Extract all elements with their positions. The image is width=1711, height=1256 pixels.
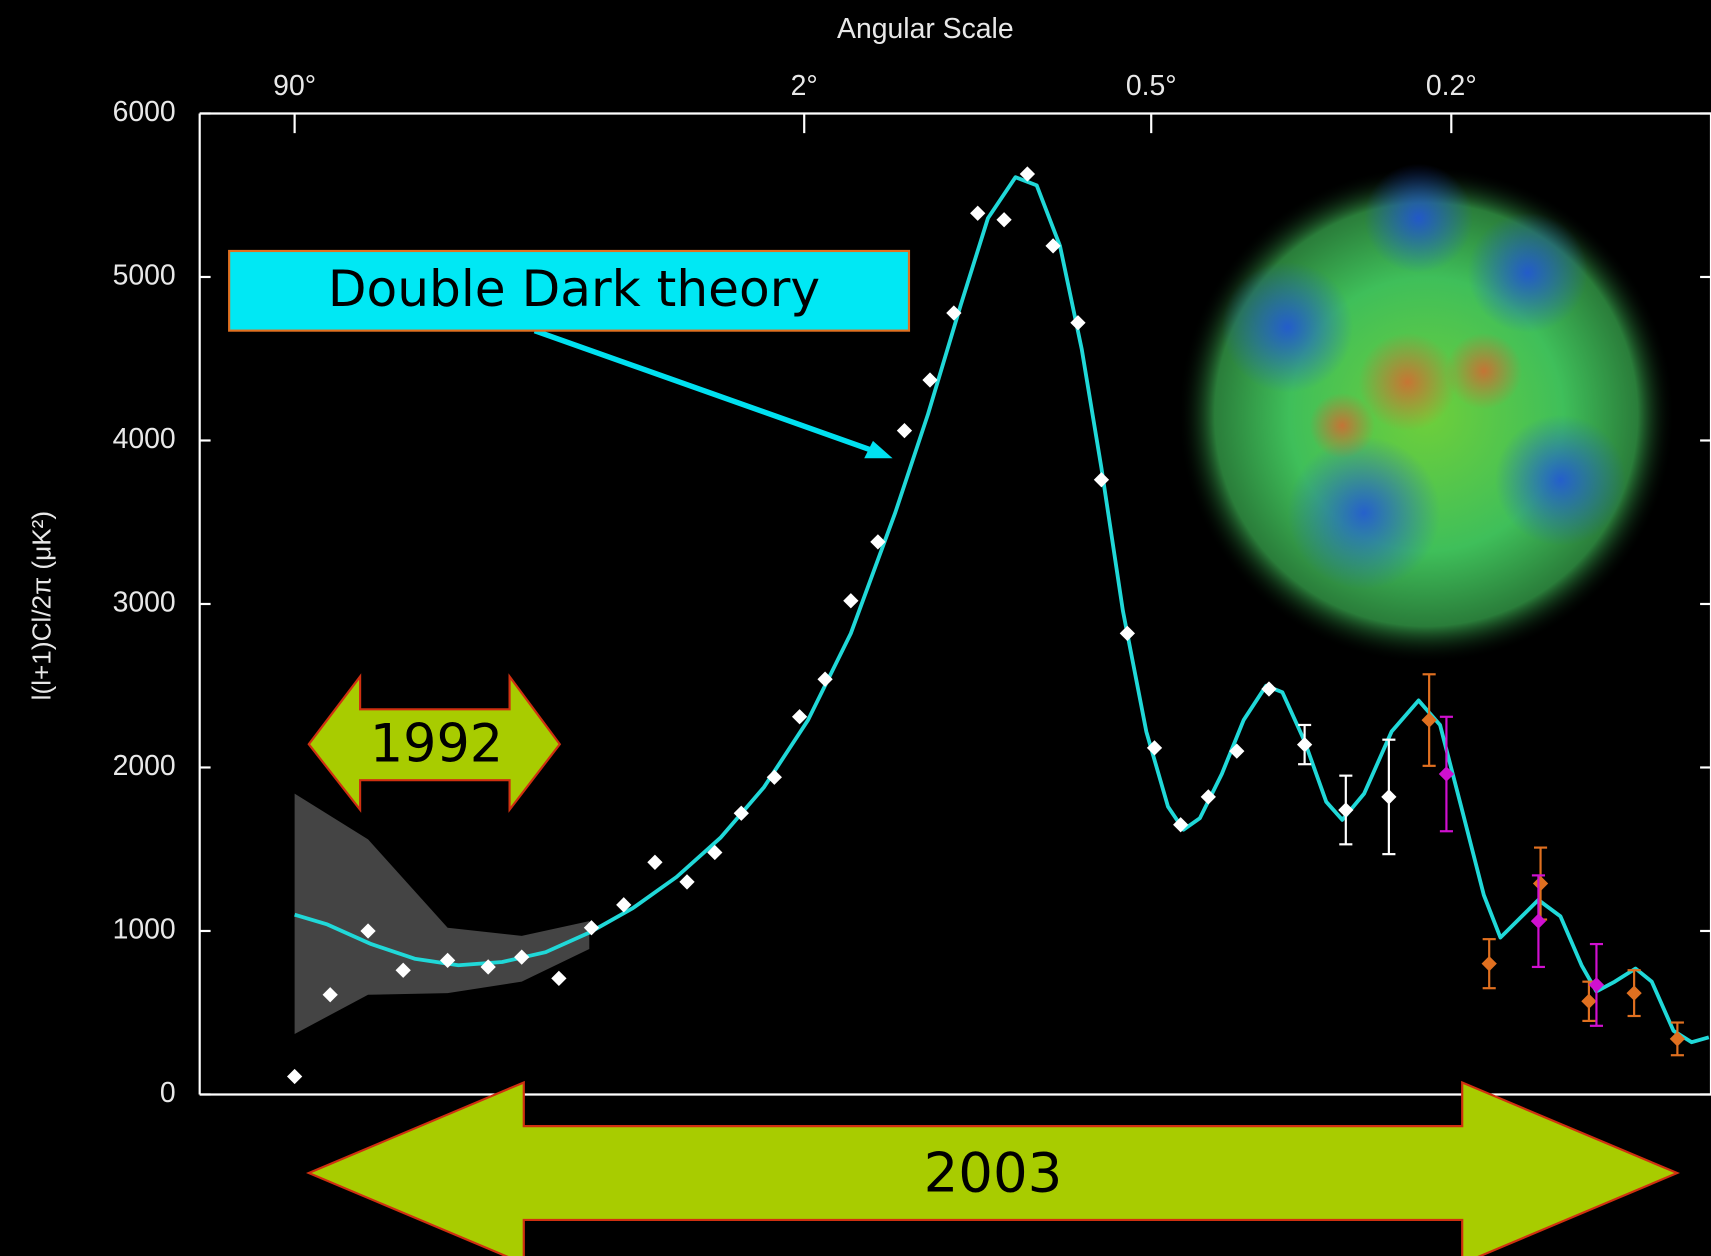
y-tick-label: 3000 xyxy=(113,586,176,618)
data-point xyxy=(322,987,338,1003)
data-point xyxy=(970,205,986,221)
y-tick-label: 2000 xyxy=(113,750,176,782)
data-point xyxy=(1173,817,1189,833)
data-point xyxy=(1296,736,1313,753)
sky-blob xyxy=(1309,392,1375,459)
data-point xyxy=(1669,1031,1686,1047)
arrow-label: 1992 xyxy=(370,713,503,774)
arrow-label: 2003 xyxy=(924,1140,1063,1204)
data-point xyxy=(439,952,456,969)
theory-line xyxy=(294,175,1710,1045)
data-point xyxy=(360,923,376,939)
data-point xyxy=(1229,743,1245,759)
double-arrow xyxy=(307,673,562,813)
data-point xyxy=(1119,625,1135,642)
data-point xyxy=(1532,875,1549,892)
callout-box xyxy=(228,249,911,332)
data-point xyxy=(707,844,723,861)
x-tick-label: 0.2° xyxy=(1426,70,1477,102)
x-tick-label: 0.5° xyxy=(1126,70,1177,102)
data-point xyxy=(480,959,496,975)
arrow-2003: 2003 xyxy=(305,1080,1680,1256)
data-point xyxy=(922,372,938,388)
data-point xyxy=(1581,993,1597,1009)
sky-map xyxy=(1177,163,1675,664)
callout-arrow xyxy=(533,328,874,454)
y-tick-label: 1000 xyxy=(113,913,176,945)
data-point xyxy=(647,854,663,870)
variance-band xyxy=(294,793,590,1034)
data-point xyxy=(843,593,859,609)
sky-blob xyxy=(1467,212,1588,333)
data-point xyxy=(946,305,962,321)
sky-blob xyxy=(1364,163,1474,273)
data-point xyxy=(286,1068,303,1085)
x-axis-title: Angular Scale xyxy=(837,13,1014,45)
data-point xyxy=(1070,315,1086,331)
data-point xyxy=(896,423,913,439)
data-point xyxy=(817,671,833,687)
sky-blob xyxy=(1358,332,1457,432)
data-point xyxy=(679,874,695,890)
data-point xyxy=(1588,977,1605,993)
data-point xyxy=(395,962,411,978)
data-point xyxy=(1338,802,1354,818)
data-point xyxy=(583,920,600,936)
data-point xyxy=(996,212,1012,228)
data-point xyxy=(1381,789,1397,805)
data-point xyxy=(1261,681,1277,697)
data-point xyxy=(1200,789,1216,805)
sky-blob xyxy=(1222,261,1354,393)
x-tick-label: 2° xyxy=(791,70,818,102)
double-arrow xyxy=(305,1080,1680,1256)
sky-blob xyxy=(1445,332,1523,410)
callout-label: Double Dark theory xyxy=(328,259,820,318)
data-point xyxy=(766,769,782,785)
data-point xyxy=(1530,913,1547,929)
arrow-1992: 1992 xyxy=(307,673,562,813)
data-point xyxy=(1481,956,1497,972)
y-tick-label: 5000 xyxy=(113,259,176,291)
data-point xyxy=(514,949,530,965)
plot-root: Angular Scale l(l+1)Cl/2π (μK²) 0 1000 200… xyxy=(27,13,1711,1256)
data-point xyxy=(870,534,886,550)
data-point xyxy=(791,709,808,725)
y-tick-label: 6000 xyxy=(113,96,176,128)
y-tick-label: 4000 xyxy=(113,423,176,455)
sky-blob xyxy=(1494,414,1626,546)
data-point xyxy=(1019,166,1036,182)
plot-area: 0 1000 2000 3000 4000 5000 6000 90° 2° 0.5° 0.2° xyxy=(113,70,1711,1109)
y-axis-title: l(l+1)Cl/2π (μK²) xyxy=(27,511,57,700)
theory-callout: Double Dark theory xyxy=(228,249,911,459)
data-point xyxy=(1045,238,1061,254)
sky-blob xyxy=(1287,436,1441,590)
data-point xyxy=(551,970,567,987)
y-tick-label: 0 xyxy=(160,1077,176,1109)
data-point xyxy=(1146,740,1163,756)
x-tick-label: 90° xyxy=(273,70,316,102)
data-point xyxy=(1421,712,1437,728)
data-point xyxy=(1626,985,1642,1001)
data-point xyxy=(616,897,632,913)
data-point xyxy=(1438,766,1455,782)
data-point xyxy=(1093,472,1110,488)
callout-arrowhead xyxy=(864,440,893,459)
data-point xyxy=(733,805,749,821)
